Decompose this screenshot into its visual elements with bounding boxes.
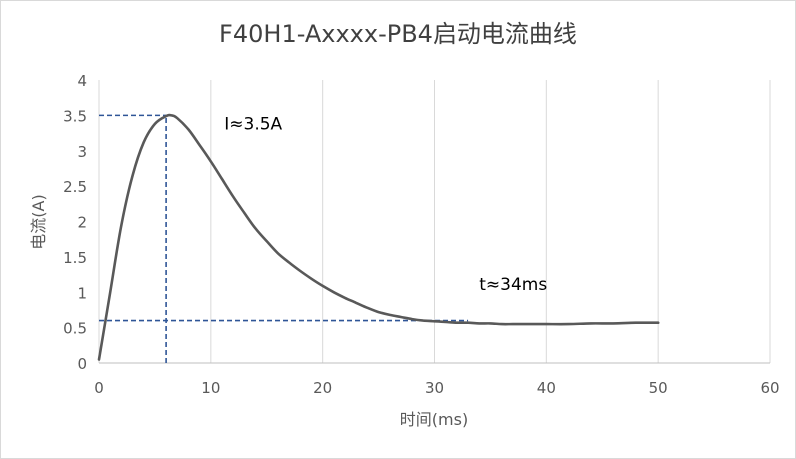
y-tick-label: 2	[77, 214, 87, 232]
annotation-0: I≈3.5A	[224, 115, 282, 135]
y-axis-label: 电流(A)	[29, 194, 48, 249]
x-tick-label: 60	[760, 379, 779, 397]
y-tick-label: 1.5	[63, 249, 87, 267]
annotations: I≈3.5A t≈34ms	[224, 115, 547, 296]
y-tick-label: 3	[77, 143, 87, 161]
x-tick-label: 50	[649, 379, 668, 397]
x-tick-label: 30	[425, 379, 444, 397]
y-tick-label: 0	[77, 355, 87, 373]
x-tick-label: 0	[94, 379, 104, 397]
y-tick-labels: 0 0.5 1 1.5 2 2.5 3 3.5 4	[63, 72, 87, 373]
current-curve	[97, 113, 660, 361]
x-tick-label: 10	[201, 379, 220, 397]
gridlines	[98, 80, 771, 364]
x-tick-label: 40	[537, 379, 556, 397]
x-tick-label: 20	[313, 379, 332, 397]
y-tick-label: 0.5	[63, 320, 87, 338]
y-tick-label: 3.5	[63, 107, 87, 125]
x-tick-labels: 0 10 20 30 40 50 60	[94, 379, 779, 397]
guide-lines	[99, 114, 469, 363]
chart-title: F40H1-Axxxx-PB4启动电流曲线	[219, 20, 577, 48]
y-tick-label: 1	[77, 284, 87, 302]
annotation-1: t≈34ms	[479, 275, 547, 295]
y-tick-label: 4	[77, 72, 87, 90]
x-axis-label: 时间(ms)	[400, 410, 468, 429]
y-tick-label: 2.5	[63, 178, 87, 196]
